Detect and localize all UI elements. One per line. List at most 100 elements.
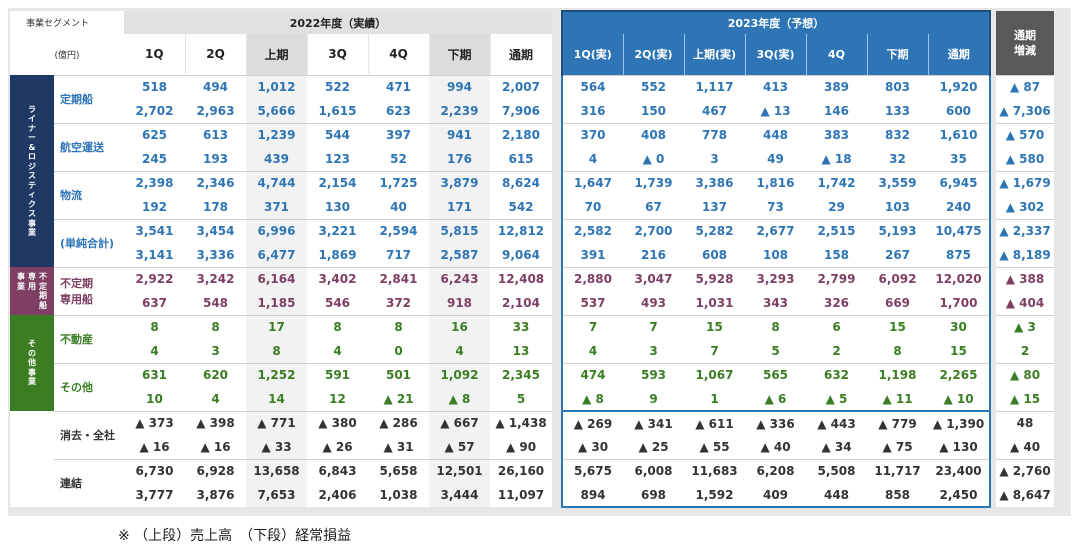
sales-cell: 1,725 [368,170,429,195]
sales-cell: ▲ 87 [996,74,1054,99]
sales-cell: ▲ 1,679 [996,170,1054,195]
ordinary-income-cell: ▲ 26 [307,435,368,459]
sales-cell: 2,880 [561,266,623,291]
ordinary-income-cell: 11,097 [490,483,552,507]
ordinary-income-cell: ▲ 8,647 [996,483,1054,507]
sales-cell: 17 [246,314,307,339]
ordinary-income-cell: 2 [806,339,867,363]
ordinary-income-cell: 448 [806,483,867,508]
sales-cell: 1,647 [561,170,623,195]
sales-cell: 3,541 [124,218,185,243]
sales-cell: 30 [928,314,991,339]
column-header-2023: 2Q(実) [623,34,685,75]
sales-cell: 1,920 [928,74,991,99]
sales-cell: ▲ 341 [623,410,684,435]
row-label: 不定期 専用船 [54,266,124,315]
ordinary-income-cell: ▲ 8 [429,387,490,411]
sales-cell: 1,092 [429,362,490,387]
sales-cell: 2,594 [368,218,429,243]
ordinary-income-cell: 13 [490,339,552,363]
ordinary-income-cell: 9 [623,387,684,411]
ordinary-income-cell: ▲ 31 [368,435,429,459]
ordinary-income-cell: ▲ 40 [745,435,806,459]
sales-cell: 474 [561,362,623,387]
ordinary-income-cell: 918 [429,291,490,315]
sales-cell: 1,739 [623,170,684,195]
sales-cell: 11,683 [684,458,745,483]
sales-cell: 6,996 [246,218,307,243]
segment-results-table: 事業セグメント 2022年度（実績） 2023年度（予想） 通期 増減 (億円)… [10,10,1054,508]
ordinary-income-cell: 1,038 [368,483,429,507]
sales-cell: ▲ 269 [561,410,623,435]
sales-cell: 565 [745,362,806,387]
sales-cell: 2,582 [561,218,623,243]
ordinary-income-cell: 5,666 [246,99,307,123]
column-header-2022: 1Q [124,34,186,75]
sales-cell: 613 [185,122,246,147]
ordinary-income-cell: 137 [684,195,745,219]
ordinary-income-cell: ▲ 8,189 [996,243,1054,267]
ordinary-income-cell: 2,239 [429,99,490,123]
ordinary-income-cell: ▲ 11 [867,387,928,411]
sales-cell: 6,243 [429,266,490,291]
ordinary-income-cell: 409 [745,483,806,508]
full-year-diff-header: 通期 増減 [996,11,1054,75]
ordinary-income-cell: ▲ 130 [928,435,991,459]
ordinary-income-cell: 3,141 [124,243,185,267]
ordinary-income-cell: 49 [745,147,806,171]
sales-cell: 2,398 [124,170,185,195]
ordinary-income-cell: 546 [307,291,368,315]
ordinary-income-cell: 40 [368,195,429,219]
sales-cell: 13,658 [246,458,307,483]
sales-cell: ▲ 336 [745,410,806,435]
ordinary-income-cell: 8 [246,339,307,363]
sales-cell: 2,180 [490,122,552,147]
sales-cell: 3,242 [185,266,246,291]
sales-cell: 2,700 [623,218,684,243]
sales-cell: 564 [561,74,623,99]
ordinary-income-cell: ▲ 33 [246,435,307,459]
sales-cell: 941 [429,122,490,147]
sales-cell: ▲ 779 [867,410,928,435]
ordinary-income-cell: 108 [745,243,806,267]
ordinary-income-cell: 1,592 [684,483,745,508]
sales-cell: 2,345 [490,362,552,387]
sales-cell: 552 [623,74,684,99]
ordinary-income-cell: ▲ 75 [867,435,928,459]
ordinary-income-cell: 2,702 [124,99,185,123]
ordinary-income-cell: 493 [623,291,684,315]
column-header-2022: 上期 [246,34,308,75]
sales-cell: 11,717 [867,458,928,483]
sales-cell: 832 [867,122,928,147]
ordinary-income-cell: 146 [806,99,867,123]
column-header-2023: 3Q(実) [745,34,807,75]
sales-cell: 625 [124,122,185,147]
sales-cell: 389 [806,74,867,99]
ordinary-income-cell: 4 [561,147,623,171]
ordinary-income-cell: 3,444 [429,483,490,507]
ordinary-income-cell: 542 [490,195,552,219]
ordinary-income-cell: 0 [368,339,429,363]
ordinary-income-cell: 2,450 [928,483,991,508]
ordinary-income-cell: 4 [124,339,185,363]
sales-cell: 6,208 [745,458,806,483]
sales-cell: 6,945 [928,170,991,195]
ordinary-income-cell: ▲ 21 [368,387,429,411]
sales-cell: 2,677 [745,218,806,243]
sales-cell: ▲ 1,438 [490,410,552,435]
sales-cell: 3,047 [623,266,684,291]
ordinary-income-cell: 669 [867,291,928,315]
ordinary-income-cell: ▲ 7,306 [996,99,1054,123]
sales-cell: 1,816 [745,170,806,195]
sales-cell: 8 [745,314,806,339]
ordinary-income-cell: 3,336 [185,243,246,267]
column-header-2023: 下期 [867,34,929,75]
ordinary-income-cell: ▲ 40 [996,435,1054,459]
sales-cell: 2,346 [185,170,246,195]
ordinary-income-cell: 3 [185,339,246,363]
sales-cell: 15 [867,314,928,339]
sales-cell: 5,508 [806,458,867,483]
ordinary-income-cell: 67 [623,195,684,219]
ordinary-income-cell: 192 [124,195,185,219]
ordinary-income-cell: 7,653 [246,483,307,507]
